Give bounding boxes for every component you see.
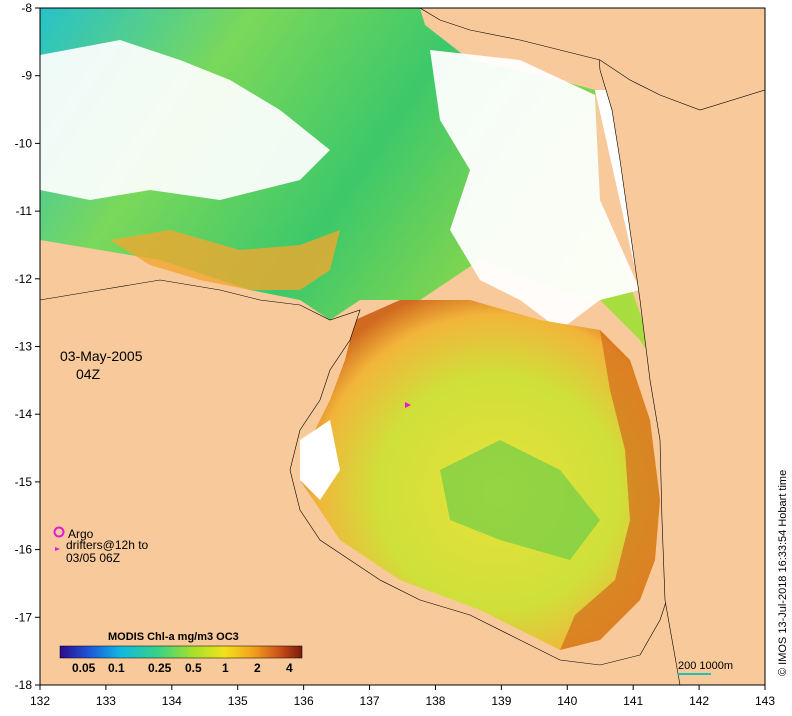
- gulf-coastal-band: [560, 330, 660, 650]
- time-label: 04Z: [76, 366, 101, 382]
- gulf-green-patch: [440, 440, 600, 560]
- arnhem-land: [39, 279, 681, 686]
- lon-tick-label: 140: [557, 694, 577, 708]
- lon-tick-label: 143: [755, 694, 775, 708]
- legend-drifters-label: drifters@12h to 03/05 06Z: [66, 539, 148, 565]
- lat-tick-label: -13: [15, 340, 33, 354]
- cloud-mask-north: [40, 40, 330, 200]
- colorbar-tick: 0.05: [72, 661, 96, 675]
- lat-tick-label: -17: [15, 610, 33, 624]
- lat-tick-label: -12: [15, 272, 33, 286]
- colorbar-tick: 0.5: [185, 661, 202, 675]
- lon-tick-label: 141: [623, 694, 643, 708]
- lat-tick-label: -18: [15, 678, 33, 692]
- lat-tick-label: -16: [15, 543, 33, 557]
- lat-tick-label: -11: [16, 204, 33, 218]
- argo-legend-icon: [53, 526, 65, 538]
- lat-tick-label: -8: [21, 1, 32, 15]
- colorbar-tick: 0.25: [148, 661, 172, 675]
- colorbar-tick: 0.1: [108, 661, 125, 675]
- legend-argo-label: Argo: [68, 527, 94, 541]
- drifter-legend-icon: [55, 547, 60, 551]
- lat-tick-label: -14: [15, 407, 33, 421]
- lon-tick-label: 139: [491, 694, 511, 708]
- lon-tick-label: 133: [96, 694, 116, 708]
- lon-tick-label: 135: [228, 694, 248, 708]
- lon-tick-label: 132: [30, 694, 50, 708]
- colorbar-tick: 4: [286, 661, 293, 675]
- latitude-axis: -8 -9 -10 -11 -12 -13 -14 -15 -16 -17 -18: [15, 1, 40, 692]
- lon-tick-label: 137: [360, 694, 380, 708]
- lon-tick-label: 136: [294, 694, 314, 708]
- lat-tick-label: -15: [15, 475, 33, 489]
- argo-float-marker: [405, 402, 411, 408]
- longitude-axis: 132 133 134 135 136 137 138 139 140 141 142 143: [30, 685, 775, 708]
- lon-tick-label: 134: [162, 694, 182, 708]
- legend-drifters-line1: drifters@12h to: [66, 538, 149, 552]
- colorbar: [59, 645, 303, 659]
- credit-text: © IMOS 13-Jul-2018 16:33:54 Hobart time: [777, 469, 789, 676]
- date-label: 03-May-2005: [60, 348, 143, 364]
- colorbar-tick: 2: [254, 661, 261, 675]
- colorbar-tick: 1: [222, 661, 229, 675]
- lon-tick-label: 138: [425, 694, 445, 708]
- legend-drifters-line2: 03/05 06Z: [66, 551, 121, 565]
- arnhem-coastal-band: [110, 230, 340, 290]
- colorbar-title: MODIS Chl-a mg/m3 OC3: [108, 631, 239, 643]
- lon-tick-label: 142: [689, 694, 709, 708]
- lat-tick-label: -10: [15, 136, 33, 150]
- lat-tick-label: -9: [21, 69, 32, 83]
- cloud-mask-groote: [300, 420, 340, 500]
- cloud-mask-east: [430, 50, 640, 330]
- scale-label: 200 1000m: [678, 660, 734, 672]
